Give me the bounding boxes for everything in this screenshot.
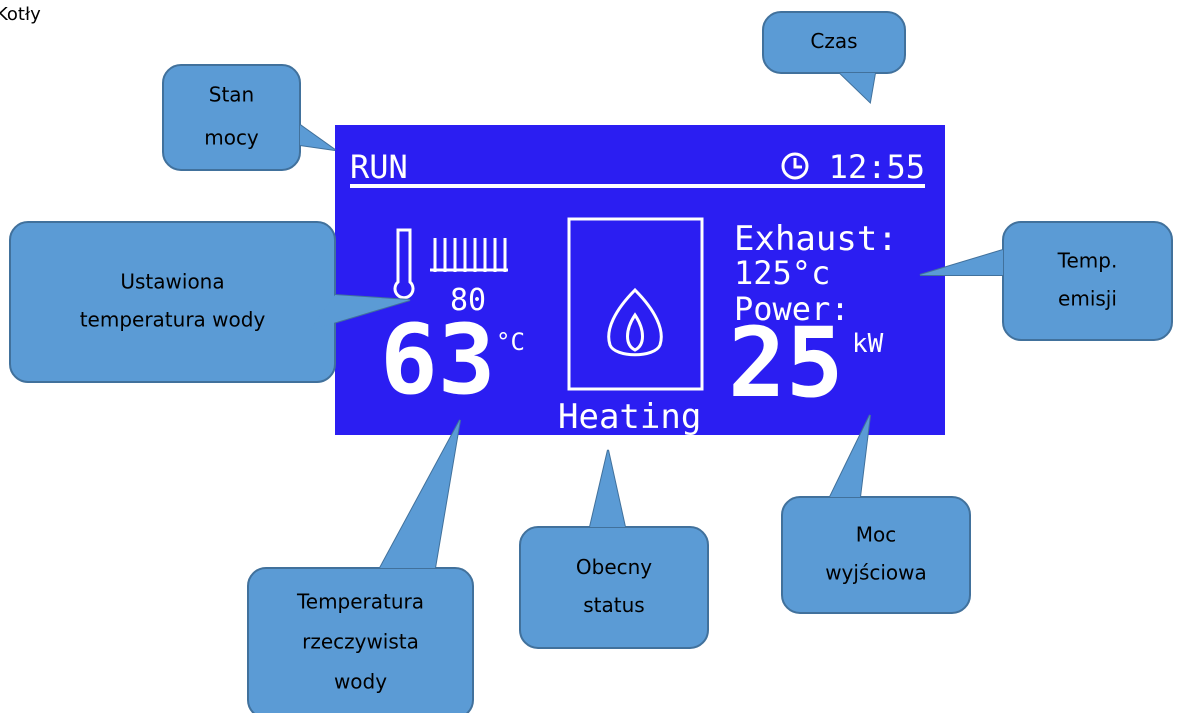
callout-text: Temp. (1057, 249, 1118, 273)
callout-text: emisji (1058, 287, 1117, 311)
callout-text: Stan (209, 83, 254, 107)
callout-box (1003, 222, 1172, 340)
status: RUN (350, 148, 408, 186)
callout-text: wyjściowa (825, 561, 927, 585)
callout-text: Ustawiona (120, 270, 224, 294)
callout: Temperatura rzeczywista wody (248, 420, 473, 713)
callout-text: Czas (810, 29, 857, 53)
callout-text: temperatura wody (80, 308, 266, 332)
callout-text: Temperatura (296, 590, 424, 614)
water-unit: °C (496, 328, 525, 356)
callout: Stan mocy (163, 65, 335, 170)
power-unit: kW (852, 329, 884, 359)
exhaust-value: 125°c (734, 254, 830, 292)
callout: Temp. emisji (920, 222, 1172, 340)
callout-box (10, 222, 335, 382)
time: 12:55 (829, 148, 925, 186)
callout: Moc wyjściowa (782, 415, 970, 613)
callout-text: Obecny (576, 555, 652, 579)
callout: Obecny status (520, 450, 708, 648)
callout-text: wody (334, 670, 387, 694)
water-temperature: 63 (380, 304, 496, 416)
power-value: 25 (728, 307, 844, 419)
mode: Heating (558, 397, 701, 437)
callout-text: Moc (856, 523, 897, 547)
lcd-screen: RUN 12:55 80 63 °C Heating Exhaust: 125°… (335, 125, 945, 437)
callout-text: rzeczywista (302, 630, 419, 654)
exhaust-label: Exhaust: (734, 219, 898, 259)
callout-joint (590, 450, 625, 527)
callout-box (520, 527, 708, 648)
callout-text: mocy (204, 126, 259, 150)
diagram: Kotły RUN 12:55 80 63 °C Heating Exhaust… (0, 0, 1179, 713)
title: Kotły (0, 4, 41, 25)
callout-box (163, 65, 300, 170)
callout-text: status (583, 593, 644, 617)
callout-box (782, 497, 970, 613)
callout: Czas (763, 12, 905, 102)
callout-joint (840, 73, 875, 102)
